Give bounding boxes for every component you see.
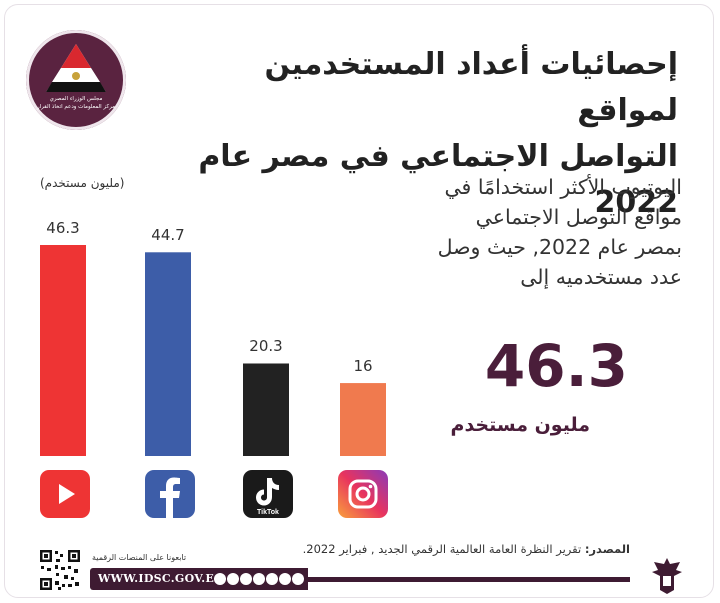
facebook-social-icon[interactable] [214, 573, 226, 585]
bar-value-label-tiktok: 20.3 [249, 337, 283, 356]
facebook-icon [145, 470, 195, 518]
telegram-social-icon[interactable] [292, 573, 304, 585]
linkedin-social-icon[interactable] [253, 573, 265, 585]
tiktok-label: TikTok [257, 509, 279, 516]
footer-rule [300, 577, 630, 582]
page-title: إحصائيات أعداد المستخدمين لمواقع التواصل… [158, 42, 678, 226]
bar-value-label-facebook: 44.7 [151, 226, 185, 245]
title-line2: التواصل الاجتماعي في مصر عام 2022 [198, 139, 678, 220]
callout-text: اليوتيوب الأكثر استخدامًا في مواقع التوص… [342, 172, 682, 292]
chart-unit-label: (مليون مستخدم) [40, 176, 125, 190]
infographic-frame [4, 4, 714, 598]
tiktok-icon: TikTok [243, 470, 293, 518]
highlight-value: 46.3 [484, 332, 628, 400]
qr-code-icon[interactable] [38, 548, 82, 592]
whatsapp-social-icon[interactable] [279, 573, 291, 585]
logo-text-line2: مركز المعلومات ودعم اتخاذ القرار [36, 104, 116, 110]
youtube-social-icon[interactable] [266, 573, 278, 585]
youtube-icon [40, 470, 90, 518]
highlight-unit: مليون مستخدم [450, 414, 590, 436]
qr-caption: تابعونا على المنصات الرقمية [92, 553, 187, 562]
eagle-emblem-icon [652, 558, 682, 594]
website-link[interactable]: WWW.IDSC.GOV.EG [98, 572, 224, 585]
callout-line2: مواقع التوصل الاجتماعي [475, 205, 682, 229]
title-line1: إحصائيات أعداد المستخدمين لمواقع [264, 47, 678, 128]
bar-value-label-youtube: 46.3 [46, 219, 80, 237]
bar-value-label-instagram: 16 [353, 357, 373, 376]
source-text: تقرير النظرة العامة العالمية الرقمي الجد… [302, 542, 582, 556]
callout-line4: عدد مستخدميه إلى [520, 265, 682, 289]
twitter-social-icon[interactable] [227, 573, 239, 585]
footer-bar [90, 568, 308, 590]
cabinet-logo: مجلس الوزراء المصري مركز المعلومات ودعم … [26, 30, 126, 130]
callout-line1: اليوتيوب الأكثر استخدامًا في [444, 175, 682, 199]
source-label: المصدر: [584, 542, 630, 556]
source-note: المصدر: تقرير النظرة العامة العالمية الر… [303, 542, 630, 556]
callout-line3: بمصر عام 2022, حيث وصل [437, 235, 682, 259]
logo-text-line1: مجلس الوزراء المصري [49, 96, 103, 102]
instagram-icon [338, 470, 388, 518]
pyramid-emblem-icon [46, 44, 106, 92]
instagram-social-icon[interactable] [240, 573, 252, 585]
